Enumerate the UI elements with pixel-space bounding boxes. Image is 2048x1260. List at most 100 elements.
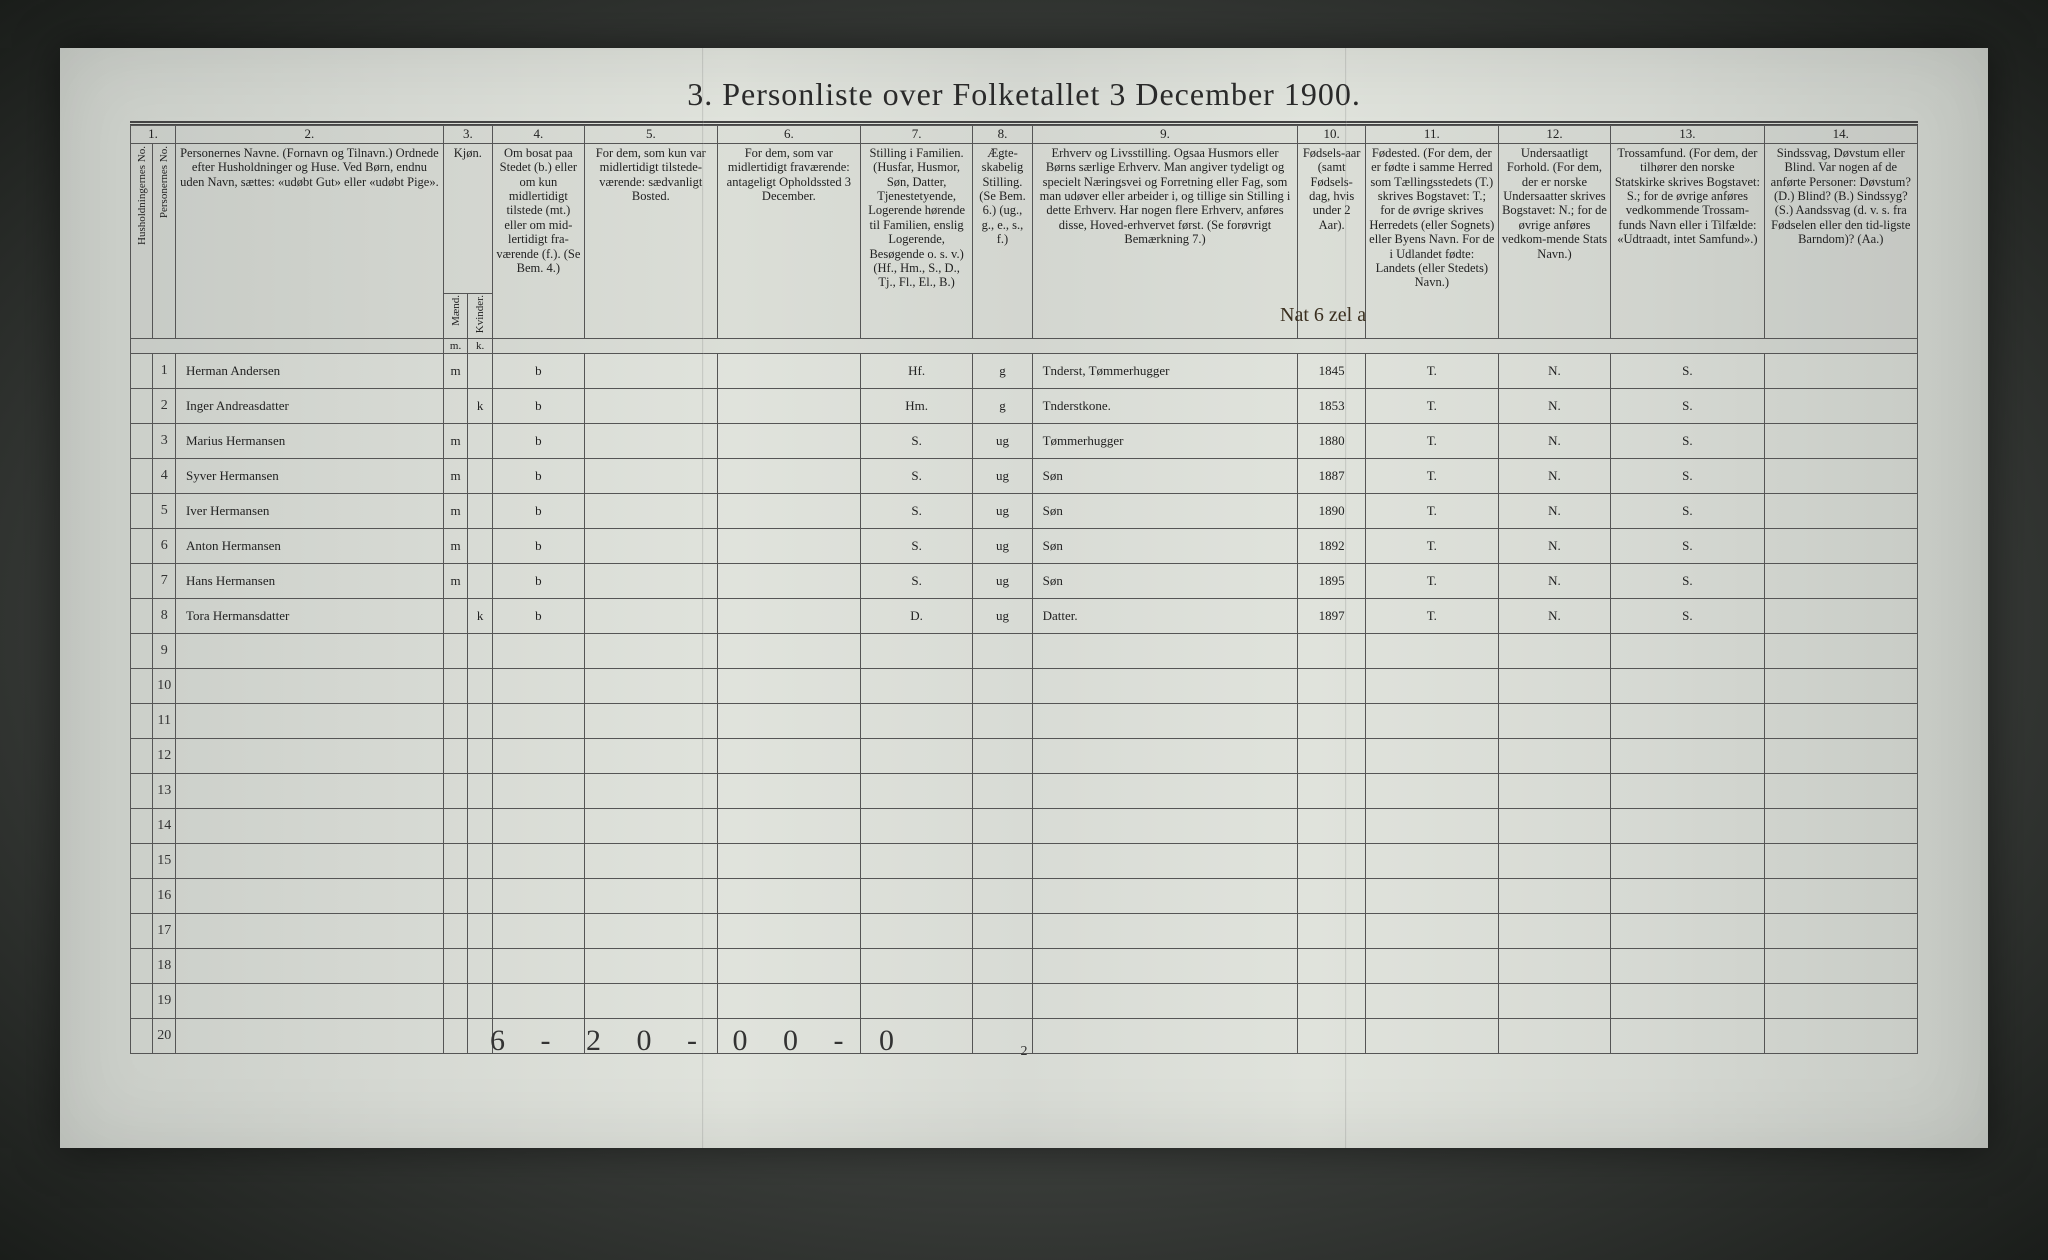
cell (973, 844, 1032, 879)
col5-header: For dem, som kun var midlertidigt tilste… (584, 143, 717, 338)
cell: 7 (153, 564, 175, 599)
paper-fold (702, 48, 704, 1148)
cell (468, 739, 493, 774)
cell (860, 879, 972, 914)
cell (131, 844, 153, 879)
cell: 11 (153, 704, 175, 739)
cell: 1890 (1298, 494, 1365, 529)
cell (717, 914, 860, 949)
cell: S. (860, 494, 972, 529)
table-row: 10 (131, 669, 1918, 704)
cell (717, 879, 860, 914)
cell: 1897 (1298, 599, 1365, 634)
table-row: 5Iver HermansenmbS.ugSøn1890T.N.S. (131, 494, 1918, 529)
cell: Søn (1032, 529, 1298, 564)
tally-note: 6 - 2 0 - 0 0 - 0 (490, 1024, 908, 1058)
cell: m (443, 564, 468, 599)
cell (1298, 634, 1365, 669)
cell (973, 879, 1032, 914)
cell: Herman Andersen (175, 354, 443, 389)
cell (1032, 634, 1298, 669)
cell (492, 879, 584, 914)
cell (717, 949, 860, 984)
cell (1611, 704, 1764, 739)
cell: N. (1498, 494, 1610, 529)
cell: S. (860, 424, 972, 459)
cell: 13 (153, 774, 175, 809)
cell (1032, 914, 1298, 949)
cell: Iver Hermansen (175, 494, 443, 529)
cell (1298, 879, 1365, 914)
cell: b (492, 424, 584, 459)
cell (1498, 914, 1610, 949)
cell (1365, 844, 1498, 879)
cell: b (492, 389, 584, 424)
cell: S. (1611, 529, 1764, 564)
cell (1611, 914, 1764, 949)
cell: 8 (153, 599, 175, 634)
cell (1298, 914, 1365, 949)
cell (717, 984, 860, 1019)
cell (175, 739, 443, 774)
cell (131, 774, 153, 809)
cell: N. (1498, 424, 1610, 459)
cell (1498, 809, 1610, 844)
cell: 14 (153, 809, 175, 844)
cell: D. (860, 599, 972, 634)
cell (175, 879, 443, 914)
cell (1764, 634, 1917, 669)
cell (443, 1019, 468, 1054)
cell (1498, 634, 1610, 669)
cell (131, 879, 153, 914)
cell (443, 914, 468, 949)
cell: Datter. (1032, 599, 1298, 634)
table-header: 1.2.3.4.5.6.7.8.9.10.11.12.13.14. Hushol… (131, 126, 1918, 354)
cell: 15 (153, 844, 175, 879)
colnum: 9. (1032, 126, 1298, 144)
cell: b (492, 354, 584, 389)
cell: 2 (153, 389, 175, 424)
cell (1298, 844, 1365, 879)
cell (973, 984, 1032, 1019)
cell (860, 949, 972, 984)
cell: T. (1365, 424, 1498, 459)
cell (584, 389, 717, 424)
cell (1764, 1019, 1917, 1054)
cell (468, 459, 493, 494)
cell (468, 354, 493, 389)
cell (860, 914, 972, 949)
cell (468, 564, 493, 599)
cell (1611, 774, 1764, 809)
cell (468, 424, 493, 459)
cell (443, 634, 468, 669)
cell (175, 704, 443, 739)
cell (1032, 739, 1298, 774)
cell: T. (1365, 529, 1498, 564)
cell (1764, 914, 1917, 949)
cell: Tnderstkone. (1032, 389, 1298, 424)
cell (1611, 984, 1764, 1019)
colnum: 6. (717, 126, 860, 144)
cell (1764, 494, 1917, 529)
cell: Tømmerhugger (1032, 424, 1298, 459)
table-body: 1Herman AndersenmbHf.gTnderst, Tømmerhug… (131, 354, 1918, 1054)
cell (131, 494, 153, 529)
cell (584, 809, 717, 844)
cell (1298, 774, 1365, 809)
col1b-header: Personernes No. (158, 146, 170, 218)
cell (1498, 774, 1610, 809)
cell (1611, 949, 1764, 984)
cell (1365, 984, 1498, 1019)
cell (860, 634, 972, 669)
cell (492, 704, 584, 739)
col4-header: Om bosat paa Stedet (b.) eller om kun mi… (492, 143, 584, 338)
cell (860, 984, 972, 1019)
cell: Søn (1032, 459, 1298, 494)
cell (1764, 354, 1917, 389)
cell: b (492, 494, 584, 529)
cell (717, 809, 860, 844)
cell (492, 669, 584, 704)
cell: Tora Hermansdatter (175, 599, 443, 634)
cell: k (468, 389, 493, 424)
cell (468, 949, 493, 984)
